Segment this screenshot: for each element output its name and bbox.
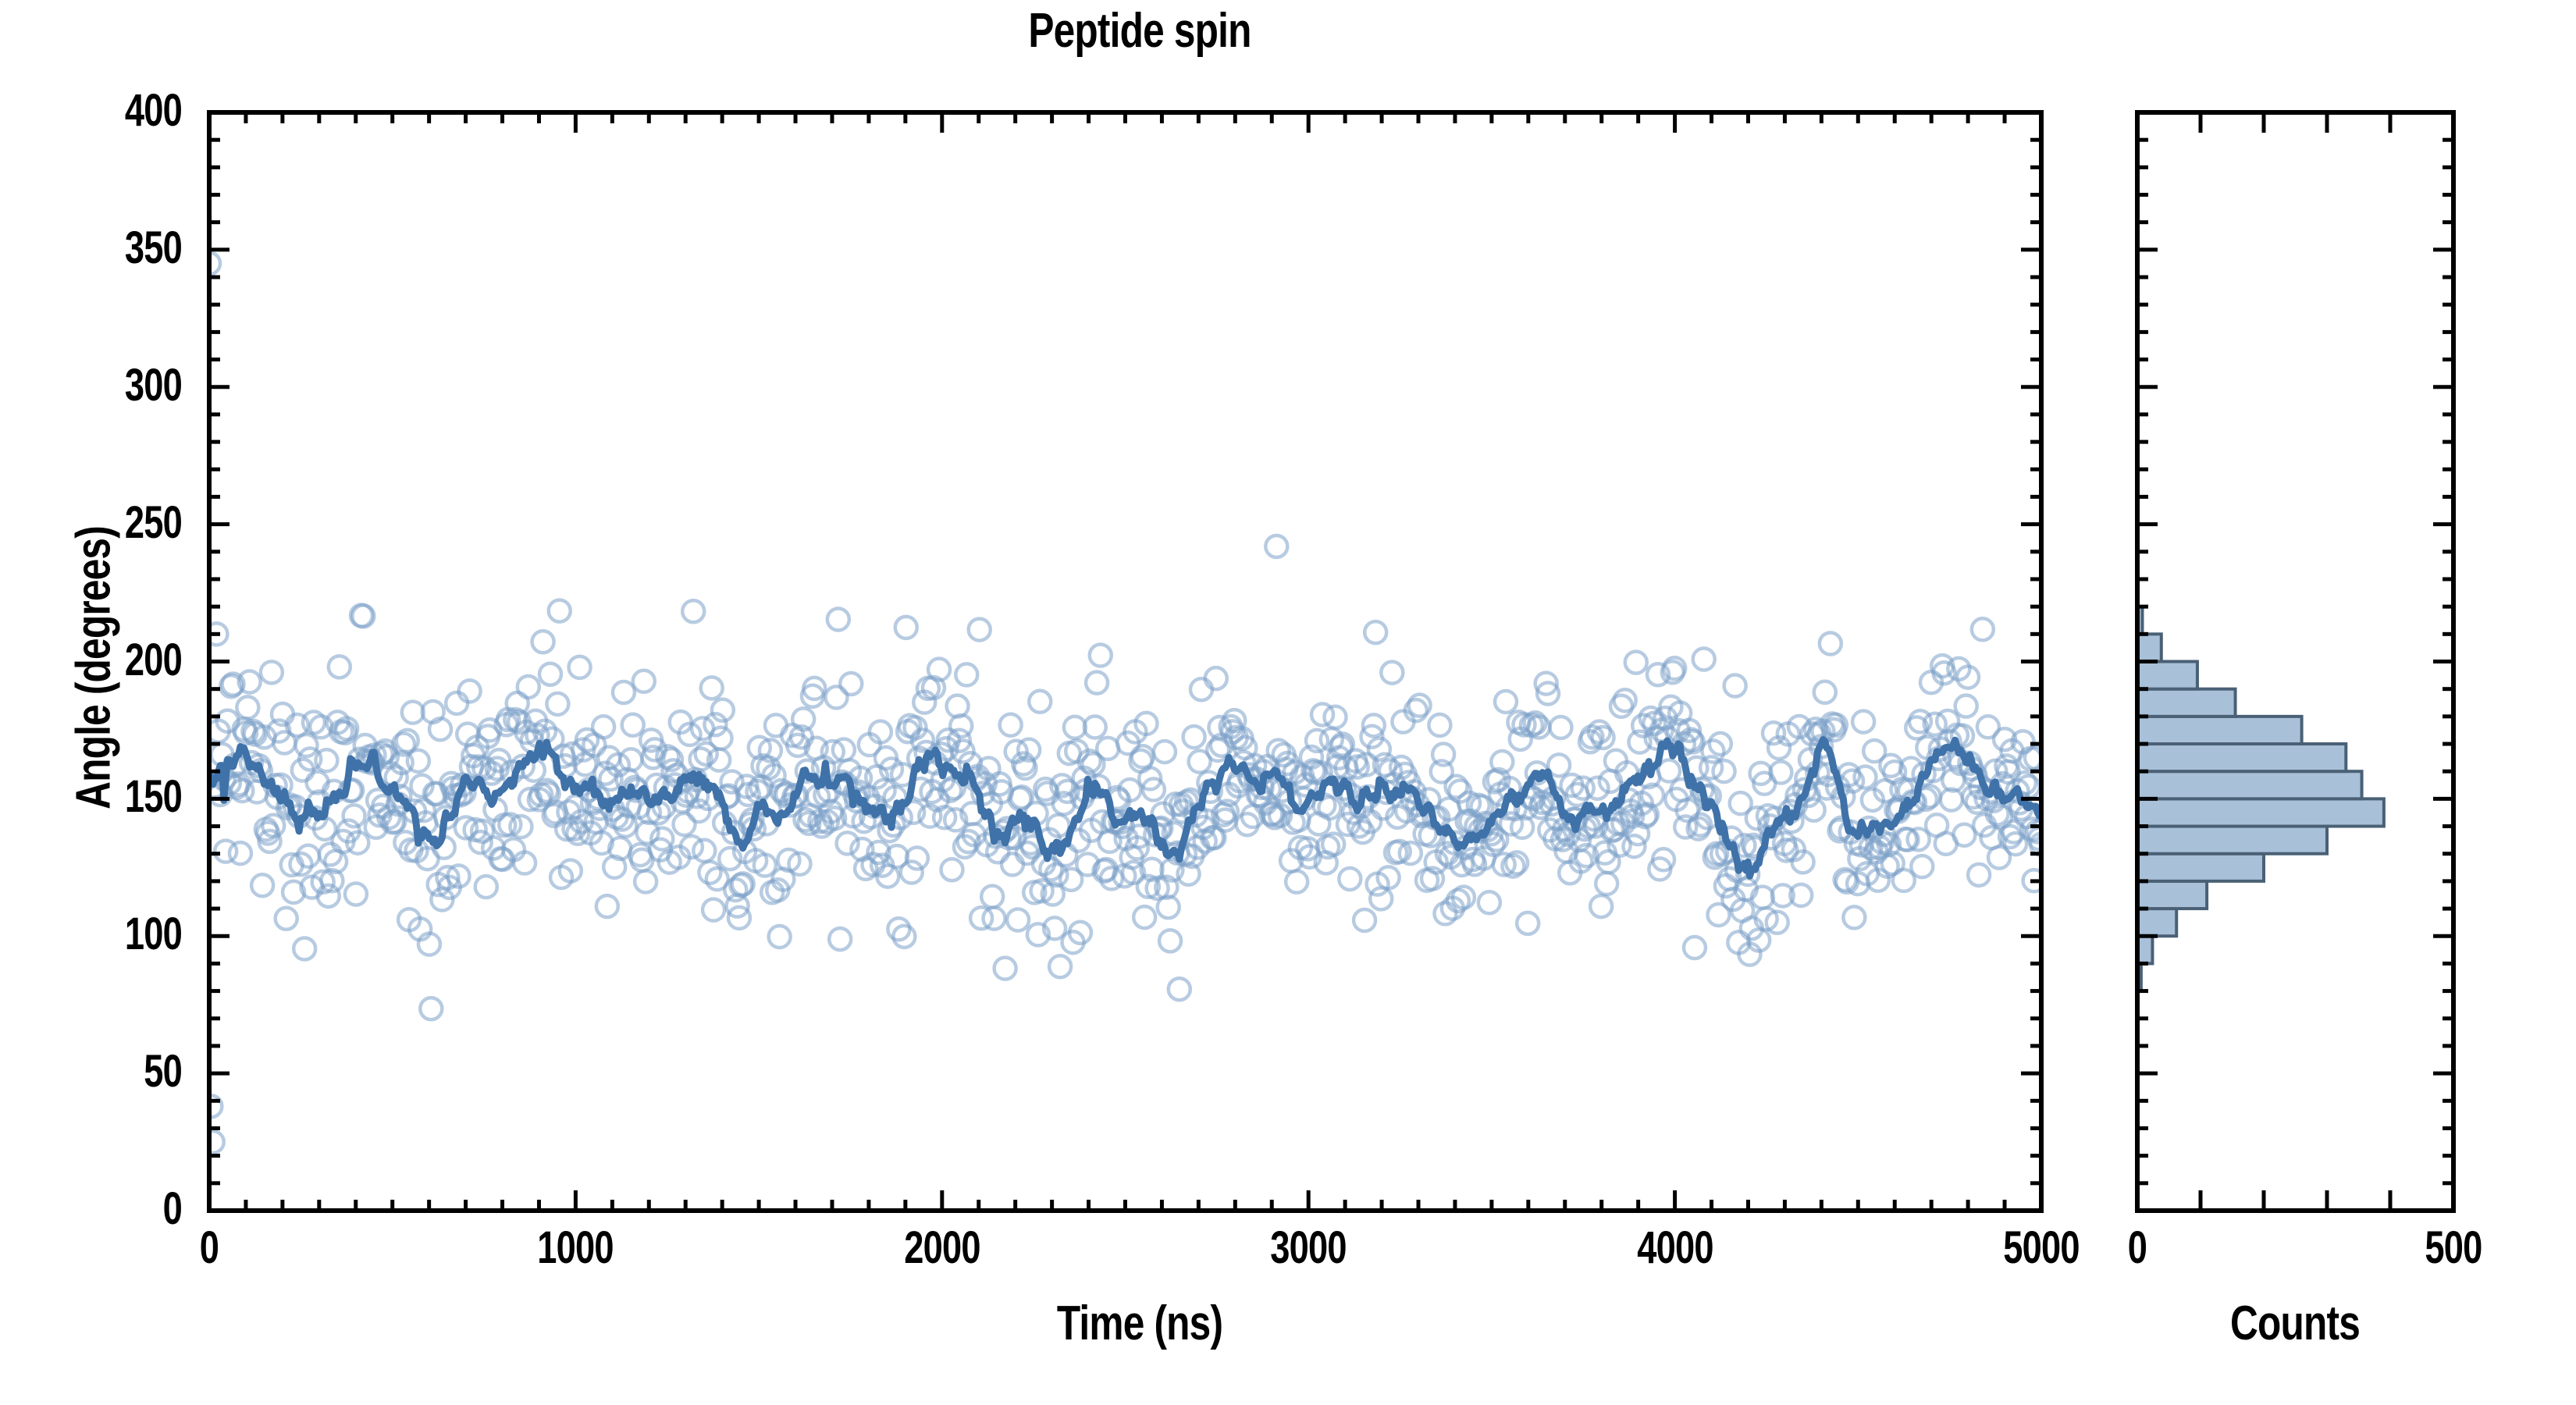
histogram-bar [2137, 660, 2199, 691]
main-x-tick-label: 1000 [537, 1222, 614, 1273]
scatter-points-group [209, 251, 2041, 1155]
histogram-bar [2137, 824, 2329, 855]
main-y-tick-label: 300 [124, 359, 183, 411]
main-y-tick-label: 50 [144, 1046, 183, 1097]
histogram-bar [2137, 852, 2265, 883]
main-x-tick-label: 2000 [904, 1222, 980, 1273]
main-y-tick-label: 250 [124, 496, 183, 548]
main-x-tick-label: 0 [199, 1222, 219, 1273]
histogram-bar [2137, 797, 2386, 828]
main-y-tick-label: 350 [124, 222, 183, 273]
histogram-bar [2137, 962, 2143, 993]
main-axes-frame [207, 110, 2044, 1213]
histogram-bar [2137, 770, 2364, 801]
figure-title: Peptide spin [1028, 4, 1251, 58]
hist-x-tick-label: 0 [2127, 1222, 2147, 1273]
main-y-axis-label: Angle (degrees) [66, 526, 121, 809]
main-y-tick-label: 150 [124, 771, 183, 823]
histogram-bar [2137, 742, 2348, 774]
running-average-line [209, 736, 2041, 880]
main-y-tick-label: 400 [124, 85, 183, 136]
histogram-bar [2137, 632, 2163, 663]
main-x-tick-label: 4000 [1636, 1222, 1713, 1273]
main-x-tick-label: 5000 [2003, 1222, 2080, 1273]
hist-x-axis-label: Counts [2229, 1297, 2361, 1350]
histogram-bar [2137, 879, 2209, 911]
hist-axes-frame [2135, 110, 2456, 1213]
main-y-tick-label: 0 [162, 1183, 183, 1234]
histogram-bar [2137, 687, 2237, 718]
main-y-tick-label: 200 [124, 634, 183, 685]
histogram-bar [2137, 714, 2304, 746]
histogram-bars-group [2137, 605, 2386, 993]
hist-x-tick-label: 500 [2425, 1222, 2482, 1273]
main-y-tick-label: 100 [124, 909, 183, 960]
histogram-bar [2137, 605, 2144, 636]
main-x-tick-label: 3000 [1270, 1222, 1347, 1273]
histogram-bar [2137, 907, 2179, 938]
histogram-bar [2137, 934, 2154, 966]
main-x-axis-label: Time (ns) [1056, 1297, 1223, 1350]
